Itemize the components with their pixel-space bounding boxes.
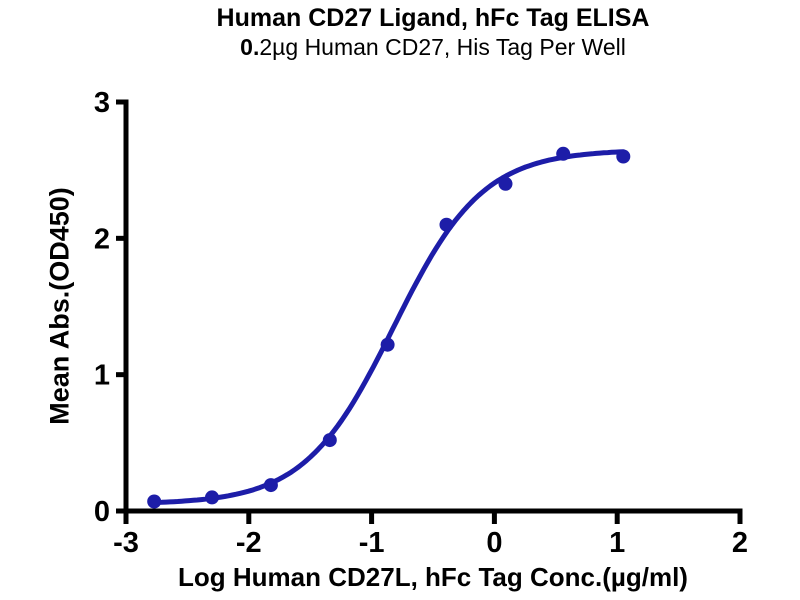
chart-title: Human CD27 Ligand, hFc Tag ELISA xyxy=(216,4,650,32)
x-axis-title: Log Human CD27L, hFc Tag Conc.(µg/ml) xyxy=(178,562,688,592)
y-tick-label: 0 xyxy=(94,496,110,528)
x-tick-label: 0 xyxy=(486,527,502,559)
x-tick-label: 1 xyxy=(609,527,625,559)
data-point xyxy=(147,494,162,509)
x-tick-label: -3 xyxy=(113,527,139,559)
x-tick-label: -2 xyxy=(236,527,262,559)
y-axis-title: Mean Abs.(OD450) xyxy=(44,187,75,425)
chart-subtitle: 0.2µg Human CD27, His Tag Per Well xyxy=(240,34,626,61)
data-point xyxy=(263,478,278,493)
x-tick-label: 2 xyxy=(732,527,748,559)
data-point xyxy=(322,433,337,448)
fit-curve-line xyxy=(151,149,626,506)
chart-subtitle-regular: 2µg Human CD27, His Tag Per Well xyxy=(259,34,626,60)
y-tick-label: 1 xyxy=(94,360,110,392)
data-point xyxy=(498,176,513,191)
data-point xyxy=(616,149,631,164)
x-tick-label: -1 xyxy=(359,527,385,559)
data-point xyxy=(439,217,454,232)
data-point xyxy=(380,337,395,352)
data-point xyxy=(556,146,571,161)
chart-subtitle-bold: 0. xyxy=(240,34,260,60)
data-point xyxy=(205,490,219,505)
y-tick-label: 3 xyxy=(94,87,110,119)
y-tick-label: 2 xyxy=(94,223,110,255)
